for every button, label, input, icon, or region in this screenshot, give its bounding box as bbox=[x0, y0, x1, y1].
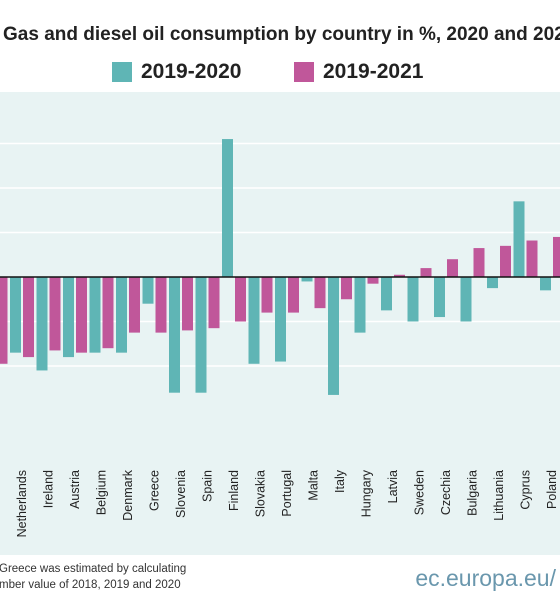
x-tick-label: Bulgaria bbox=[466, 470, 480, 516]
bar-2019-2020-austria bbox=[63, 277, 74, 358]
bar-2019-2021-france bbox=[0, 277, 8, 364]
bar-2019-2020-ireland bbox=[36, 277, 48, 371]
bar-2019-2020-denmark bbox=[116, 277, 127, 353]
x-tick-label: Poland bbox=[545, 470, 559, 509]
footnote: Greece was estimated by calculating mber… bbox=[0, 561, 186, 593]
bar-2019-2020-slovakia bbox=[248, 277, 260, 364]
x-tick-label: France bbox=[0, 470, 3, 509]
bar-2019-2021-cyprus bbox=[526, 240, 538, 277]
bar-2019-2021-bulgaria bbox=[473, 248, 485, 277]
bar-2019-2020-italy bbox=[328, 277, 339, 395]
bar-2019-2021-italy bbox=[341, 277, 352, 300]
legend-swatch-2019-2020 bbox=[112, 62, 132, 82]
chart-title: Gas and diesel oil consumption by countr… bbox=[3, 24, 560, 45]
bar-2019-2020-hungary bbox=[354, 277, 366, 333]
footnote-line-2: mber value of 2018, 2019 and 2020 bbox=[0, 579, 181, 591]
legend-label-2019-2021: 2019-2021 bbox=[323, 60, 424, 83]
bar-2019-2021-spain bbox=[208, 277, 220, 329]
bar-2019-2020-malta bbox=[301, 277, 313, 282]
bar-2019-2020-netherlands bbox=[10, 277, 21, 353]
bar-2019-2020-greece bbox=[142, 277, 154, 304]
bar-2019-2020-belgium bbox=[89, 277, 101, 353]
x-tick-label: Greece bbox=[148, 470, 162, 511]
bar-2019-2021-latvia bbox=[394, 274, 405, 277]
bar-2019-2021-austria bbox=[76, 277, 87, 353]
bar-2019-2021-portugal bbox=[288, 277, 299, 313]
bar-2019-2020-poland bbox=[540, 277, 551, 291]
footer: Greece was estimated by calculating mber… bbox=[0, 555, 560, 600]
bar-2019-2021-hungary bbox=[367, 277, 379, 284]
x-tick-label: Cyprus bbox=[519, 470, 533, 510]
legend-swatch-2019-2021 bbox=[294, 62, 314, 82]
bar-2019-2020-cyprus bbox=[513, 201, 525, 277]
bar-2019-2021-finland bbox=[235, 277, 246, 322]
x-tick-label: Czechia bbox=[439, 470, 453, 515]
bar-2019-2021-greece bbox=[155, 277, 167, 333]
bar-2019-2021-sweden bbox=[420, 268, 432, 277]
x-tick-label: Latvia bbox=[386, 470, 400, 503]
bar-2019-2021-ireland bbox=[49, 277, 61, 351]
bar-2019-2020-lithuania bbox=[487, 277, 498, 289]
plot-area: France Netherlands Ireland Austria Belgium De… bbox=[0, 92, 560, 555]
bar-2019-2021-slovenia bbox=[182, 277, 193, 331]
x-tick-label: Portugal bbox=[280, 470, 294, 517]
bar-2019-2021-netherlands bbox=[23, 277, 34, 358]
x-tick-label: Malta bbox=[307, 470, 321, 501]
bar-2019-2020-slovenia bbox=[169, 277, 180, 393]
x-tick-label: Ireland bbox=[42, 470, 56, 508]
bar-2019-2020-finland bbox=[222, 139, 233, 277]
footnote-line-1: Greece was estimated by calculating bbox=[0, 563, 187, 575]
x-tick-label: Hungary bbox=[360, 469, 374, 517]
bar-2019-2021-poland bbox=[553, 236, 560, 277]
x-tick-label: Slovenia bbox=[174, 470, 188, 518]
legend-item-2019-2021: 2019-2021 bbox=[294, 60, 423, 84]
bar-2019-2020-sweden bbox=[407, 277, 419, 322]
bar-2019-2020-portugal bbox=[275, 277, 286, 362]
x-tick-label: Austria bbox=[68, 470, 82, 509]
legend-label-2019-2020: 2019-2020 bbox=[141, 60, 242, 83]
bar-2019-2021-belgium bbox=[102, 277, 114, 349]
bar-chart: France Netherlands Ireland Austria Belgium De… bbox=[0, 139, 560, 537]
x-tick-label: Finland bbox=[227, 470, 241, 511]
x-tick-label: Lithuania bbox=[492, 470, 506, 521]
bar-2019-2020-spain bbox=[195, 277, 207, 393]
legend-item-2019-2020: 2019-2020 bbox=[112, 60, 241, 84]
x-tick-label: Slovakia bbox=[254, 470, 268, 517]
bar-2019-2021-slovakia bbox=[261, 277, 273, 313]
bar-2019-2021-lithuania bbox=[500, 245, 511, 277]
x-tick-label: Sweden bbox=[413, 470, 427, 515]
x-tick-label: Spain bbox=[201, 470, 215, 502]
x-tick-label: Denmark bbox=[121, 469, 135, 520]
bar-2019-2021-malta bbox=[314, 277, 326, 309]
source-link[interactable]: ec.europa.eu/ bbox=[415, 565, 556, 591]
x-tick-label: Belgium bbox=[95, 470, 109, 515]
bar-2019-2020-bulgaria bbox=[460, 277, 472, 322]
x-tick-label: Netherlands bbox=[15, 470, 29, 537]
bar-2019-2021-denmark bbox=[129, 277, 140, 333]
x-tick-label: Italy bbox=[333, 469, 347, 493]
bar-2019-2021-czechia bbox=[447, 259, 458, 277]
bar-2019-2020-czechia bbox=[434, 277, 445, 318]
bar-2019-2020-latvia bbox=[381, 277, 392, 311]
